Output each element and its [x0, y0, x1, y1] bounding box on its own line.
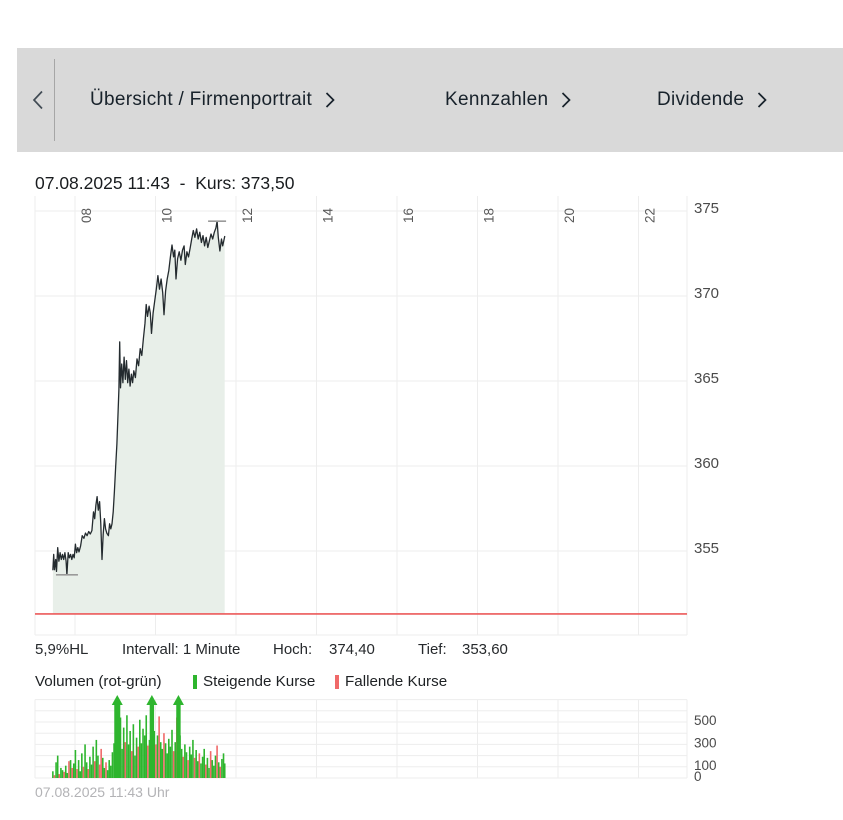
- svg-text:365: 365: [694, 370, 719, 387]
- nav-item-dividende[interactable]: Dividende: [657, 89, 767, 111]
- down-volume-swatch: [335, 675, 339, 689]
- stat-low-label: Tief:: [418, 641, 447, 658]
- svg-text:08: 08: [79, 208, 94, 223]
- svg-text:20: 20: [562, 208, 577, 223]
- volume-legend-down: Fallende Kurse: [345, 673, 448, 690]
- up-volume-swatch: [193, 675, 197, 689]
- svg-text:12: 12: [240, 208, 255, 223]
- stat-high-label: Hoch:: [273, 641, 313, 658]
- svg-text:22: 22: [643, 208, 658, 223]
- svg-text:500: 500: [694, 713, 717, 728]
- volume-legend-title: Volumen (rot-grün): [35, 673, 162, 690]
- chevron-right-icon: [326, 92, 335, 108]
- chevron-left-icon: [32, 90, 43, 110]
- svg-text:0: 0: [694, 769, 702, 784]
- svg-text:18: 18: [482, 208, 497, 223]
- nav-item-label: Übersicht / Firmenportrait: [90, 89, 313, 110]
- back-button[interactable]: [25, 85, 51, 115]
- svg-text:375: 375: [694, 200, 719, 217]
- chart-timestamp: 07.08.2025 11:43 Uhr: [35, 784, 170, 800]
- stat-low-value: 353,60: [462, 641, 508, 658]
- chevron-right-icon: [758, 92, 767, 108]
- svg-text:360: 360: [694, 455, 719, 472]
- svg-text:355: 355: [694, 540, 719, 557]
- nav-item-uebersicht-firmenportrait[interactable]: Übersicht / Firmenportrait: [90, 89, 335, 111]
- svg-text:16: 16: [401, 208, 416, 223]
- nav-item-kennzahlen[interactable]: Kennzahlen: [445, 89, 572, 111]
- stat-high-value: 374,40: [329, 641, 375, 658]
- volume-legend-up: Steigende Kurse: [203, 673, 316, 690]
- svg-text:10: 10: [160, 208, 175, 223]
- svg-text:100: 100: [694, 758, 717, 773]
- volume-legend: Volumen (rot-grün) Steigende Kurse Falle…: [0, 673, 760, 691]
- chapter-navbar: Übersicht / Firmenportrait Kennzahlen Di…: [17, 48, 843, 152]
- nav-item-label: Kennzahlen: [445, 89, 549, 110]
- chart-stats-row: 5,9%HL Intervall: 1 Minute Hoch: 374,40 …: [0, 641, 760, 661]
- chart-header-quote: 07.08.2025 11:43 - Kurs: 373,50: [35, 173, 295, 193]
- nav-item-label: Dividende: [657, 89, 745, 110]
- price-chart[interactable]: 375 370 365 360 355 08 10 12 14 16 18 20 22: [0, 196, 760, 642]
- navbar-divider: [54, 59, 55, 141]
- stat-interval: Intervall: 1 Minute: [122, 641, 241, 658]
- svg-text:14: 14: [321, 207, 336, 223]
- chevron-right-icon: [562, 92, 572, 108]
- stat-range-hl: 5,9%HL: [35, 641, 89, 658]
- svg-text:370: 370: [694, 285, 719, 302]
- svg-text:300: 300: [694, 735, 717, 750]
